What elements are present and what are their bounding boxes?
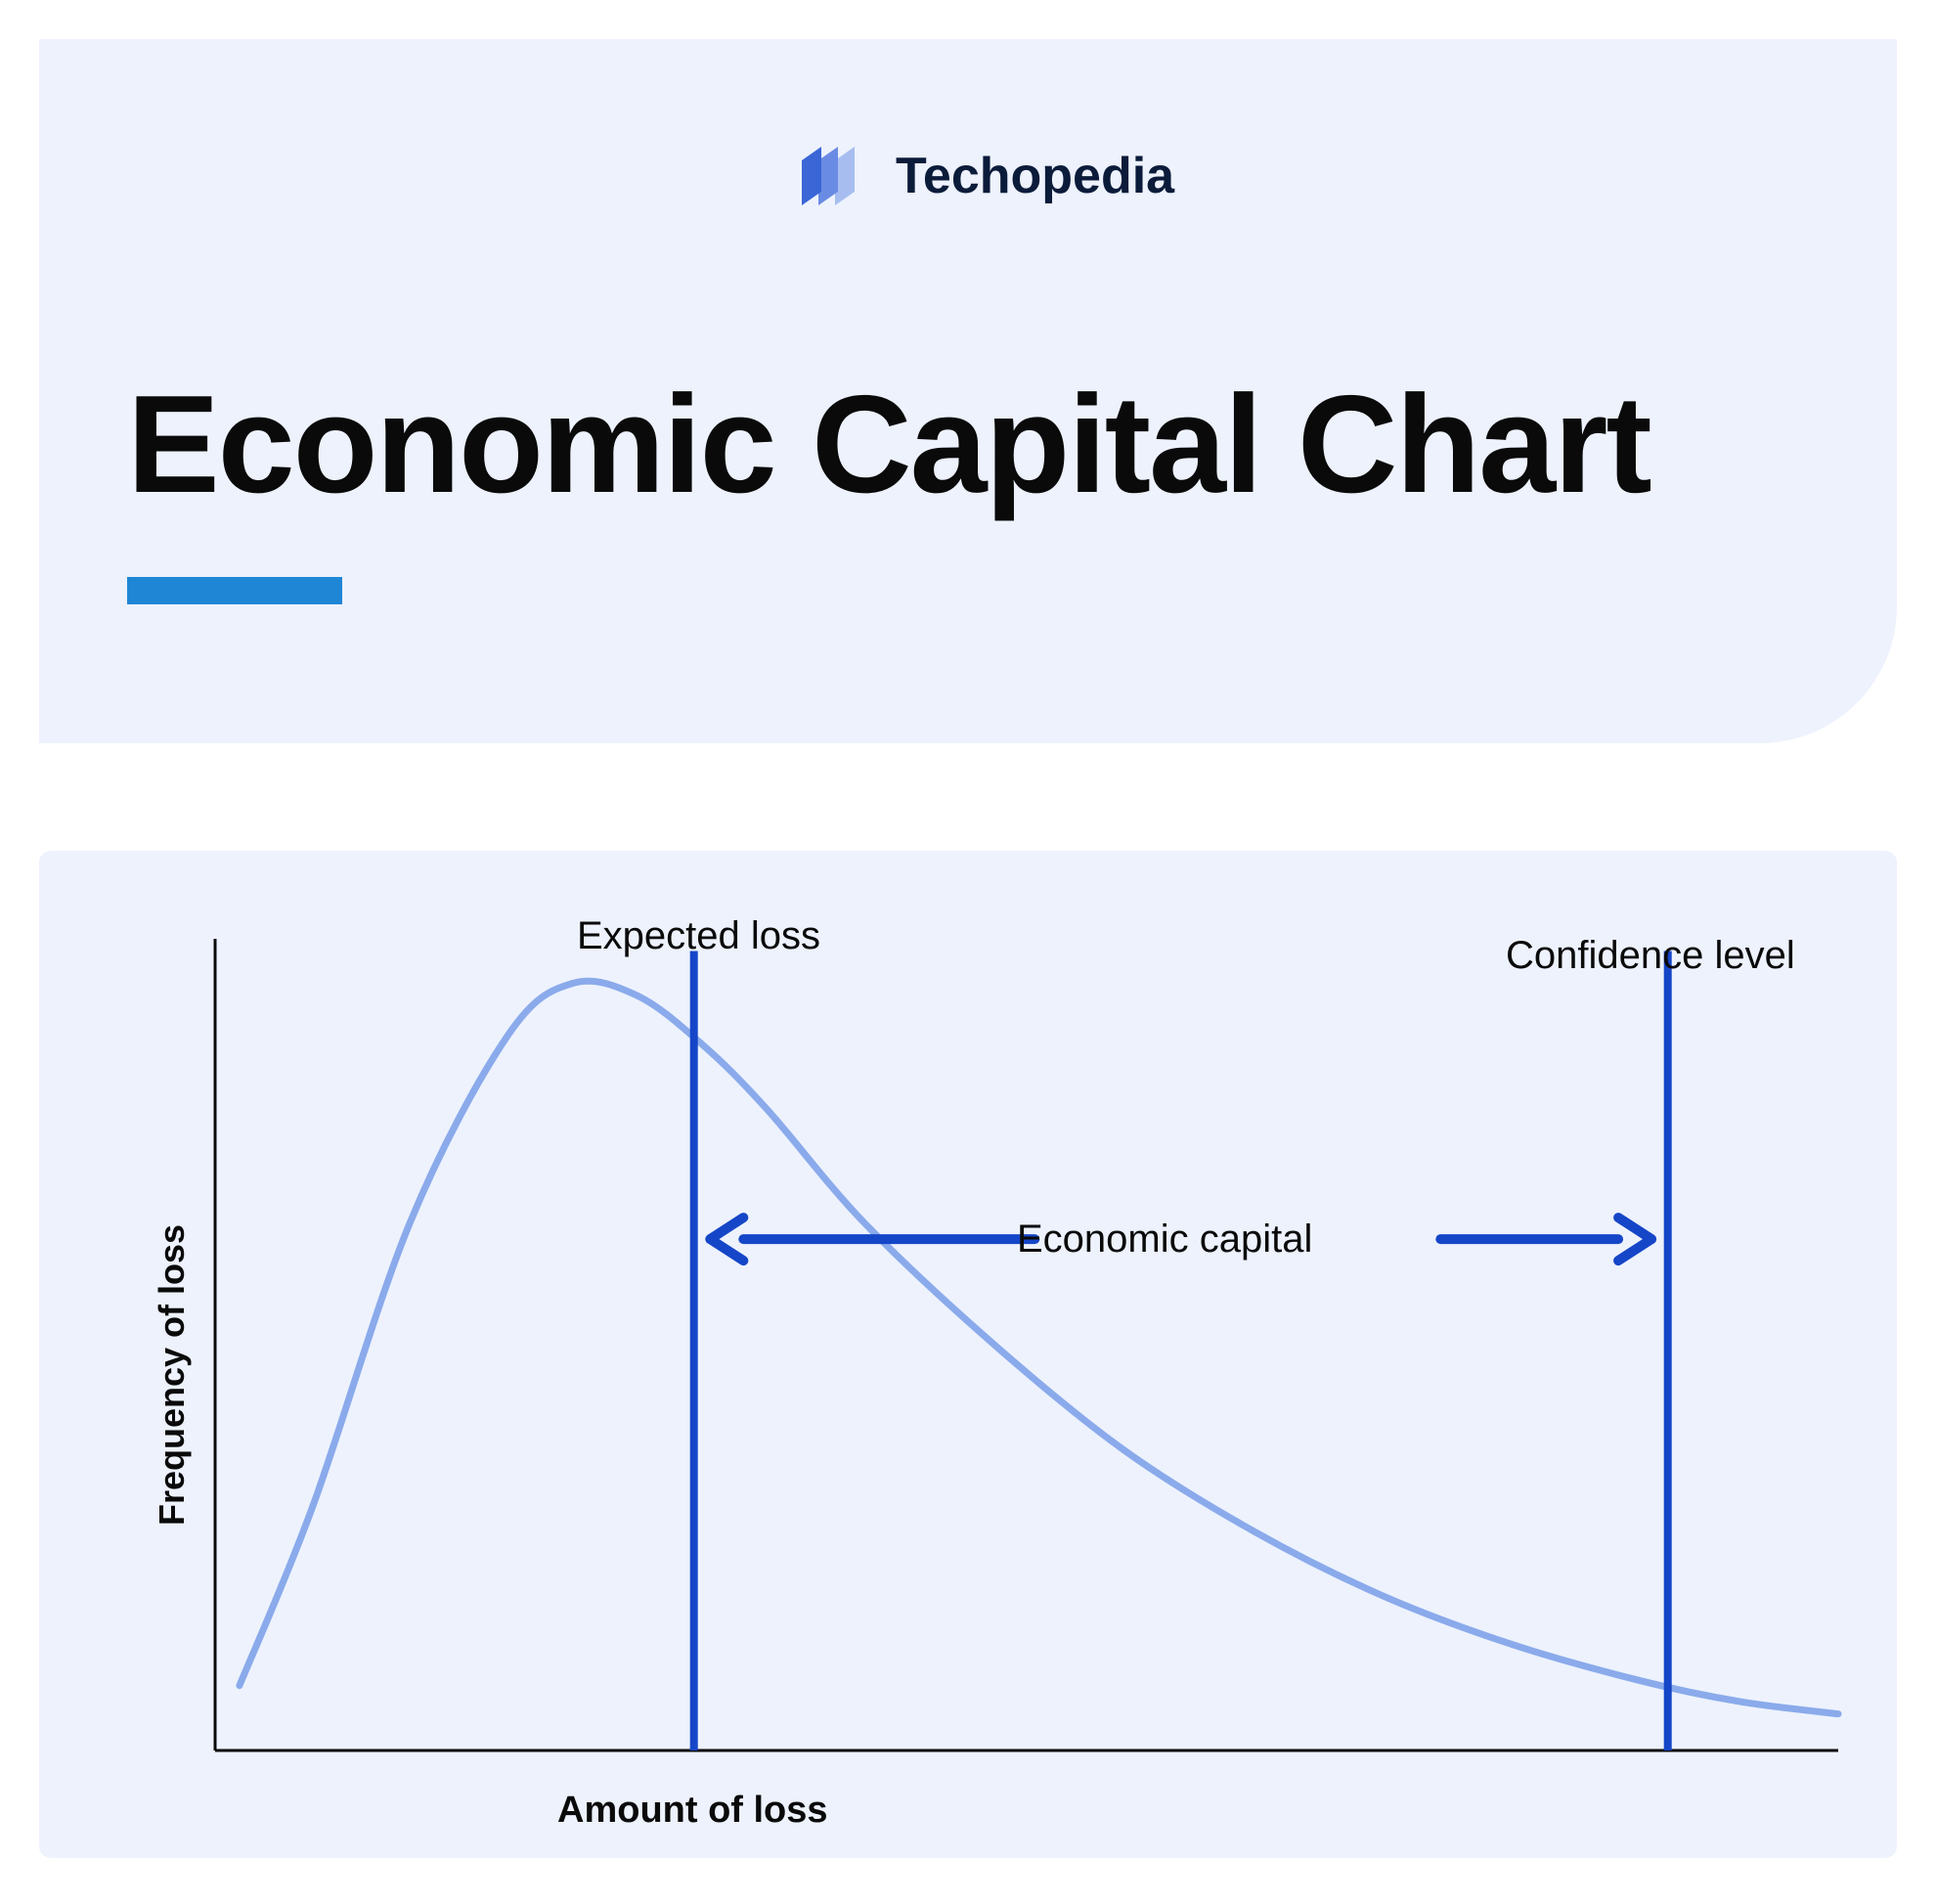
- economic-capital-label: Economic capital: [1017, 1218, 1312, 1262]
- confidence-level-label: Confidence level: [1506, 934, 1795, 978]
- x-axis-label: Amount of loss: [557, 1790, 828, 1832]
- y-axis-label: Frequency of loss: [152, 1224, 193, 1526]
- expected-loss-label: Expected loss: [577, 914, 820, 958]
